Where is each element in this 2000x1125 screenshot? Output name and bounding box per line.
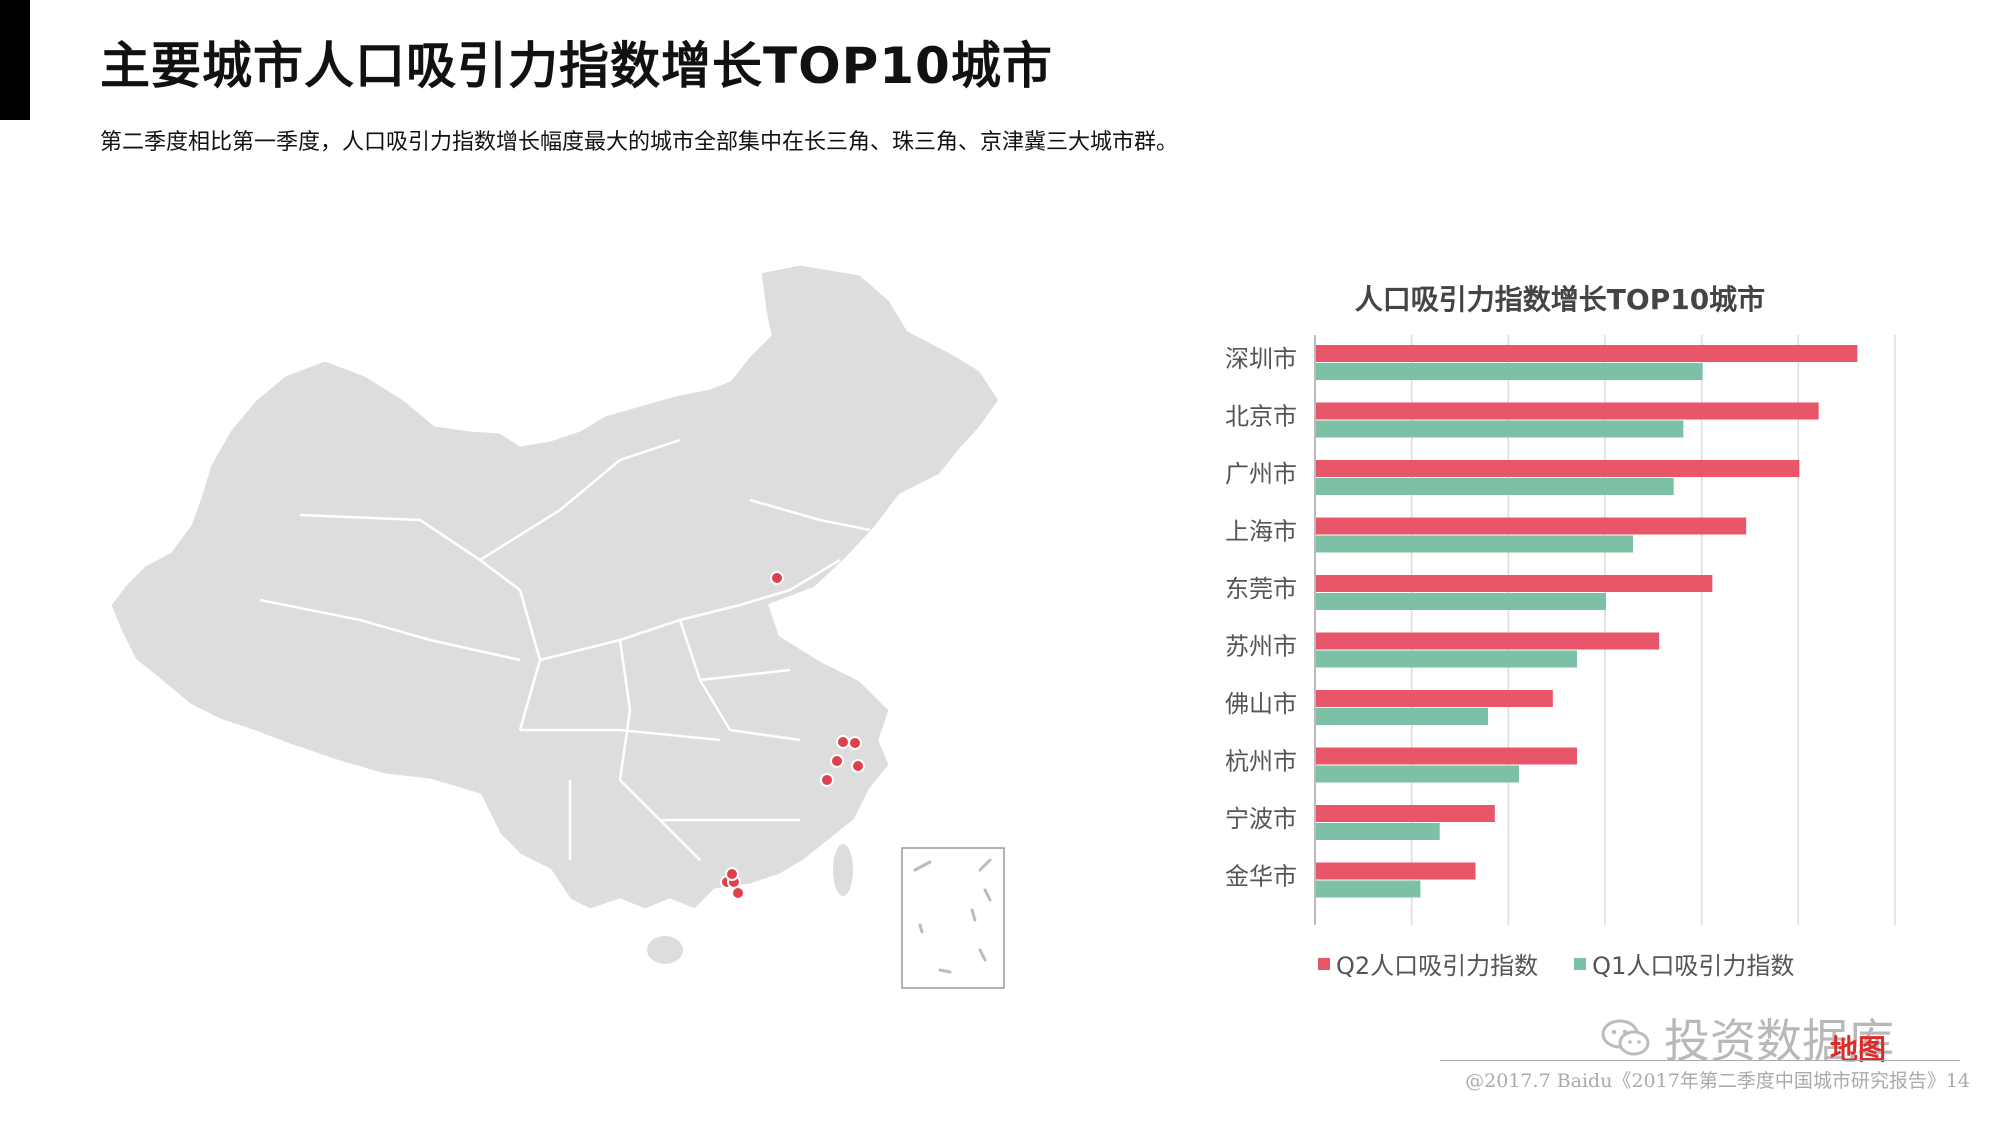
bar-q2-8 [1316,805,1495,822]
mainland-shape [108,262,1002,964]
legend-item-q2: Q2人口吸引力指数 [1318,946,1538,981]
city-marker-9 [725,867,739,881]
accent-bar [0,0,30,120]
bar-q1-3 [1316,535,1634,553]
bar-q2-3 [1316,517,1747,535]
wechat-icon [1601,1019,1650,1056]
bar-q1-4 [1316,593,1606,610]
bar-q1-9 [1316,880,1421,898]
chart-legend: Q2人口吸引力指数 Q1人口吸引力指数 [1318,946,1794,981]
south-china-sea-inset [901,847,1005,989]
category-label: 北京市 [1225,403,1297,431]
category-label: 深圳市 [1225,345,1297,373]
watermark-text: 投资数据库 [1664,1014,1894,1068]
chart-title: 人口吸引力指数增长TOP10城市 [1354,283,1766,316]
city-markers [720,571,865,900]
bar-q1-5 [1316,650,1577,668]
legend-swatch-q1 [1574,957,1587,970]
legend-label-q1: Q1人口吸引力指数 [1592,952,1795,980]
bar-q1-6 [1316,708,1489,725]
bar-q2-2 [1316,460,1800,477]
map-brand-logo: 地图 [1830,1033,1887,1066]
watermark: 投资数据库 [1600,1005,1894,1071]
hainan-shape [647,936,683,964]
legend-swatch-q2 [1318,957,1330,970]
page-title: 主要城市人口吸引力指数增长TOP10城市 [100,37,1053,95]
taiwan-shape [833,844,853,896]
bar-q1-8 [1316,823,1440,840]
city-marker-5 [820,773,834,787]
category-label: 宁波市 [1225,805,1297,833]
category-label: 上海市 [1225,518,1297,546]
footer-rule [1440,1060,1960,1061]
bar-q1-0 [1316,363,1703,380]
bar-q2-0 [1316,345,1858,362]
page-subtitle: 第二季度相比第一季度，人口吸引力指数增长幅度最大的城市全部集中在长三角、珠三角、… [100,130,1179,155]
bar-q1-1 [1316,420,1684,438]
legend-label-q2: Q2人口吸引力指数 [1336,952,1539,980]
bar-q2-6 [1316,690,1553,707]
city-marker-1 [836,735,850,749]
city-marker-0 [770,571,784,585]
category-label: 东莞市 [1225,575,1297,603]
category-label: 苏州市 [1225,633,1297,661]
bar-q1-2 [1316,478,1674,495]
legend-item-q1: Q1人口吸引力指数 [1574,946,1794,981]
bar-q2-9 [1316,862,1476,880]
category-label: 广州市 [1225,460,1297,488]
bar-q2-7 [1316,747,1577,765]
category-label: 杭州市 [1225,748,1297,776]
city-marker-8 [731,886,745,900]
city-marker-4 [851,759,865,773]
china-map [108,262,1005,989]
bar-q2-5 [1316,632,1660,650]
bar-q2-1 [1316,402,1819,420]
bar-q1-7 [1316,765,1519,783]
category-label: 金华市 [1225,863,1297,891]
city-marker-3 [830,754,844,768]
bar-q2-4 [1316,575,1713,592]
city-marker-2 [848,736,862,750]
footer-citation: @2017.7 Baidu《2017年第二季度中国城市研究报告》14 [1465,1070,1970,1092]
province-borders [259,438,871,861]
category-label: 佛山市 [1225,690,1297,718]
